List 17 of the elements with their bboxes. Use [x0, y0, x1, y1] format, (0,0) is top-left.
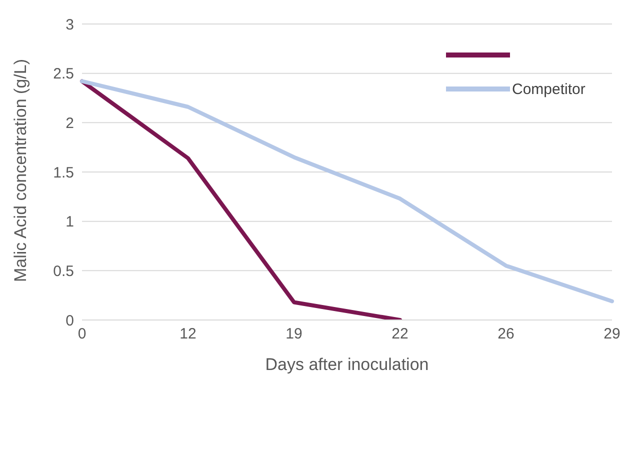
y-tick-label: 2: [66, 114, 74, 132]
x-axis-title: Days after inoculation: [265, 355, 429, 374]
x-tick-label: 22: [392, 326, 408, 343]
y-tick-label: 1.5: [53, 164, 74, 182]
y-tick-label: 0.5: [53, 262, 74, 280]
y-tick-label: 3: [66, 16, 74, 34]
line-series: [80, 79, 614, 304]
legend-label: Competitor: [512, 80, 586, 98]
y-tick-label: 1: [66, 214, 74, 231]
x-tick-label: 29: [604, 326, 620, 343]
x-tick-label: 0: [78, 326, 86, 343]
x-tick-label: 19: [286, 326, 302, 343]
y-tick-label: 0: [66, 312, 74, 330]
y-tick-label: 2.5: [53, 66, 74, 83]
x-tick-label: 12: [180, 326, 196, 343]
y-axis-title: Malic Acid concentration (g/L): [11, 59, 30, 282]
x-tick-label: 26: [498, 326, 514, 343]
